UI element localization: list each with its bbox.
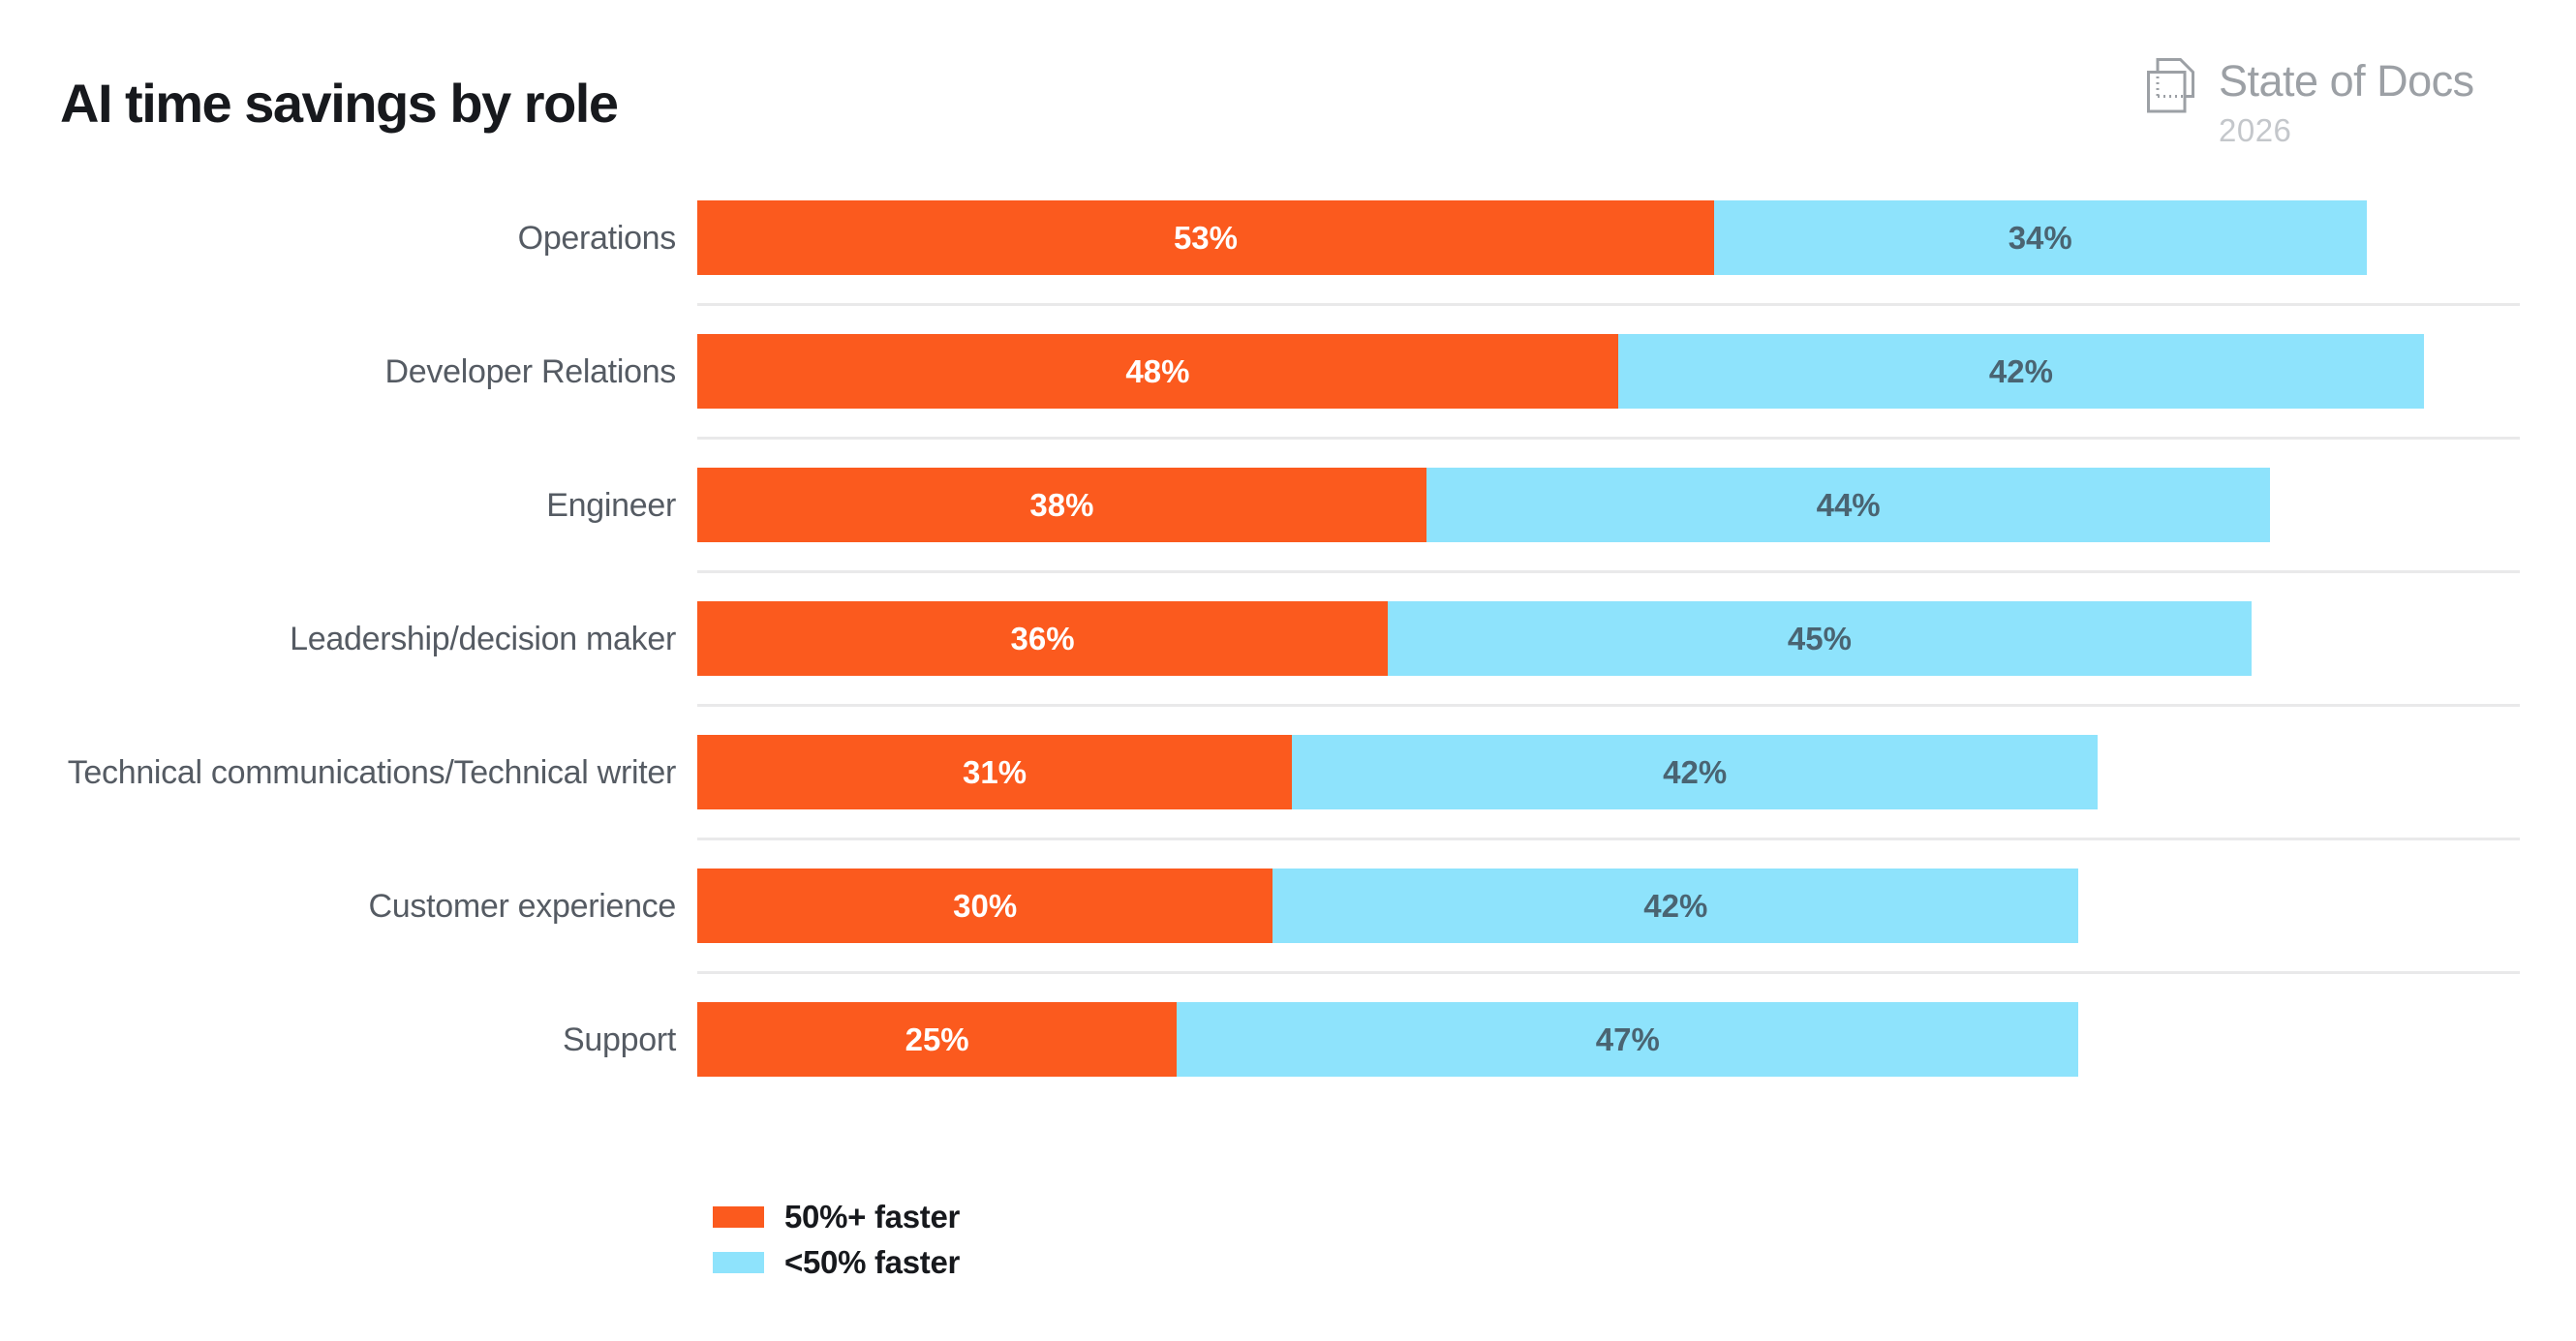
chart-row: Support 25% 47% [0,973,2576,1107]
plot-area: 48% 42% [697,305,2520,440]
bar-segment-under50-faster: 42% [1273,869,2079,943]
bar-segment-under50-faster: 34% [1713,200,2367,275]
category-label: Developer Relations [384,352,677,390]
legend-label: 50%+ faster [784,1199,961,1234]
plot-area: 36% 45% [697,572,2520,707]
plot-area: 53% 34% [697,171,2520,306]
plot-area: 30% 42% [697,839,2520,974]
category-label: Technical communications/Technical write… [67,753,677,791]
plot-area: 25% 47% [697,973,2520,1107]
chart-row: Customer experience 30% 42% [0,839,2576,974]
bar-value-label: 42% [1988,352,2053,389]
chart-rows: Operations 53% 34% Developer Relations 48% 42… [0,171,2576,1107]
bar-value-label: 38% [1029,486,1094,523]
stacked-bar: 31% 42% [697,735,2099,809]
bar-segment-under50-faster: 42% [1292,735,2099,809]
bar-segment-under50-faster: 44% [1426,468,2271,542]
stacked-bar: 53% 34% [697,200,2367,275]
bar-value-label: 36% [1010,620,1075,656]
chart-row: Leadership/decision maker 36% 45% [0,572,2576,707]
legend-label: <50% faster [784,1244,961,1280]
bar-segment-under50-faster: 47% [1177,1002,2079,1077]
legend-swatch-orange [713,1206,764,1228]
bar-value-label: 34% [2008,219,2072,256]
category-label: Leadership/decision maker [290,620,676,657]
chart-row: Engineer 38% 44% [0,439,2576,573]
category-label: Support [563,1021,676,1058]
bar-value-label: 42% [1643,887,1708,924]
bar-value-label: 30% [953,887,1018,924]
bar-value-label: 42% [1663,753,1728,790]
chart-row: Technical communications/Technical write… [0,706,2576,840]
bar-value-label: 25% [905,1021,969,1057]
brand-logo: State of Docs 2026 [2147,58,2474,147]
bar-value-label: 47% [1595,1021,1660,1057]
plot-area: 31% 42% [697,706,2520,840]
bar-segment-50plus-faster: 38% [697,468,1426,542]
stacked-bar: 38% 44% [697,468,2271,542]
stacked-bar: 25% 47% [697,1002,2079,1077]
plot-area: 38% 44% [697,439,2520,573]
legend-swatch-blue [713,1252,764,1273]
brand-text: State of Docs 2026 [2219,58,2474,147]
bar-segment-50plus-faster: 25% [697,1002,1178,1077]
bar-value-label: 53% [1173,219,1238,256]
brand-year: 2026 [2219,112,2292,148]
bar-value-label: 48% [1125,352,1190,389]
category-label: Operations [517,219,677,257]
bar-segment-50plus-faster: 53% [697,200,1714,275]
bar-segment-50plus-faster: 31% [697,735,1293,809]
stacked-bar: 36% 45% [697,601,2252,676]
stacked-bar-chart: Operations 53% 34% Developer Relations 48% 42… [0,171,2576,1107]
chart-row: Developer Relations 48% 42% [0,305,2576,440]
bar-value-label: 31% [963,753,1027,790]
bar-segment-50plus-faster: 30% [697,869,1273,943]
stacked-bar: 30% 42% [697,869,2079,943]
bar-segment-50plus-faster: 48% [697,334,1618,409]
chart-row: Operations 53% 34% [0,171,2576,306]
brand-name: State of Docs [2219,56,2474,106]
category-label: Customer experience [368,887,677,925]
chart-title: AI time savings by role [60,73,619,134]
overlapping-pages-icon [2147,58,2194,113]
bar-value-label: 45% [1787,620,1852,656]
bar-segment-under50-faster: 42% [1617,334,2424,409]
stacked-bar: 48% 42% [697,334,2424,409]
chart-legend: 50%+ faster <50% faster [713,1199,960,1281]
legend-item: 50%+ faster [713,1199,960,1235]
bar-value-label: 44% [1816,486,1881,523]
category-label: Engineer [546,486,676,524]
bar-segment-under50-faster: 45% [1388,601,2252,676]
legend-item: <50% faster [713,1244,960,1281]
bar-segment-50plus-faster: 36% [697,601,1389,676]
